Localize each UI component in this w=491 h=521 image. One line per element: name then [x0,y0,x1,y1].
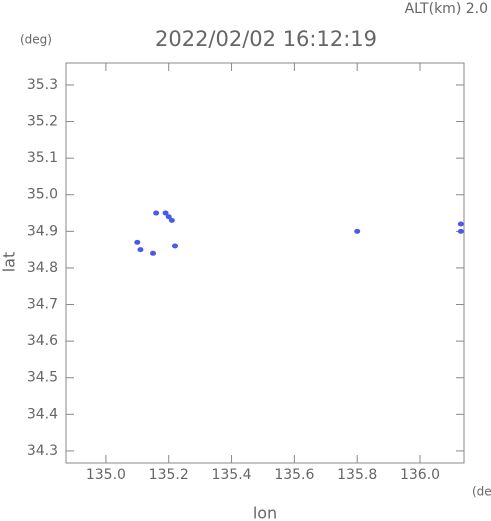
y-tick-label: 34.6 [27,333,58,349]
plot-frame [65,62,465,464]
y-axis-label: lat [0,252,19,273]
echo-point [457,228,464,234]
y-tick-label: 34.9 [27,223,58,239]
echo-point [150,250,157,256]
x-tick-label: 136.0 [400,467,440,483]
echo-point [134,239,141,245]
y-tick-label: 34.4 [27,406,58,422]
x-tick-label: 135.2 [149,467,189,483]
x-tick-label: 135.6 [274,467,314,483]
x-tick-label: 135.0 [86,467,126,483]
y-tick-label: 34.5 [27,370,58,386]
x-unit: (deg) [472,485,491,499]
y-tick-label: 34.8 [27,260,58,276]
x-tick-label: 135.4 [211,467,251,483]
y-tick-label: 34.3 [27,443,58,459]
y-tick-label: 35.3 [27,77,58,93]
echo-point [457,221,464,227]
echo-point [168,217,175,223]
echo-point [162,210,169,216]
y-tick-label: 35.1 [27,150,58,166]
altitude-label: ALT(km) 2.0 [405,1,488,17]
y-unit: (deg) [20,33,52,47]
chart-title: 2022/02/02 16:12:19 [155,27,377,51]
echo-point [172,243,179,249]
y-tick-label: 34.7 [27,297,58,313]
x-axis-label: lon [253,504,277,521]
echo-point [165,214,172,220]
y-tick-label: 35.2 [27,114,58,130]
echo-point [153,210,160,216]
echo-point [137,247,144,253]
x-tick-label: 135.8 [337,467,377,483]
y-tick-label: 35.0 [27,187,58,203]
echo-point [354,228,361,234]
